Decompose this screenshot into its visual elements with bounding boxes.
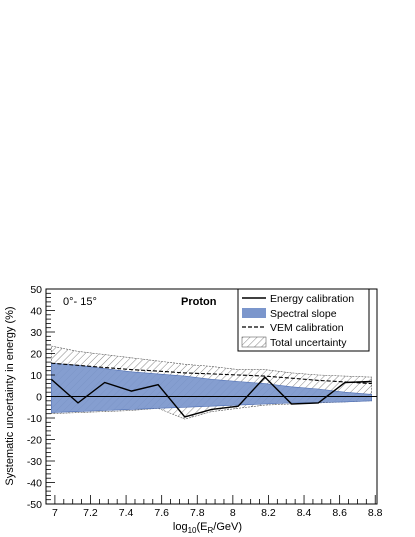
y-tick-label: 50: [30, 284, 42, 296]
angle-annotation: 0°- 15°: [63, 296, 97, 308]
legend-swatch-spectral-slope: [242, 308, 266, 318]
lines-layer: [46, 362, 377, 418]
y-axis: -50 -40 -30 -20 -10 0 10 20 30 40 50: [27, 284, 55, 511]
x-tick-label: 7: [52, 507, 58, 519]
legend-swatch-total-uncertainty: [241, 336, 267, 348]
y-axis-label: Systematic uncertainty in energy (%): [4, 306, 16, 485]
x-tick-label: 7.8: [190, 507, 205, 519]
x-tick-label: 8.4: [297, 507, 312, 519]
y-tick-label: -10: [27, 413, 42, 425]
legend-label-total-uncertainty: Total uncertainty: [270, 337, 347, 349]
y-tick-label: -30: [27, 456, 42, 468]
x-tick-label: 8.2: [261, 507, 276, 519]
x-label-sub1: 10: [188, 526, 197, 535]
x-tick-label: 7.4: [119, 507, 134, 519]
x-tick-label: 7.2: [83, 507, 98, 519]
y-tick-label: 40: [30, 306, 42, 318]
x-tick-label: 8: [230, 507, 236, 519]
x-label-post: /GeV): [213, 521, 242, 533]
y-tick-label: -40: [27, 478, 42, 490]
series-line-energy-calibration: [50, 376, 372, 418]
series-line-vem-calibration: [51, 362, 372, 385]
x-tick-label: 8.6: [332, 507, 347, 519]
x-axis-label: log10(ER/GeV): [173, 521, 242, 535]
y-tick-label: 30: [30, 327, 42, 339]
particle-annotation: Proton: [181, 296, 217, 308]
x-label-pre: log: [173, 521, 188, 533]
x-tick-label: 8.8: [368, 507, 383, 519]
x-label-sub2: R: [207, 526, 213, 535]
y-tick-label: 20: [30, 349, 42, 361]
x-label-mid: (E: [196, 521, 207, 533]
legend: Energy calibration Spectral slope VEM ca…: [237, 288, 370, 352]
bands-layer: [51, 345, 372, 420]
legend-label-energy-calibration: Energy calibration: [270, 293, 354, 305]
series-band-spectral-slope: [51, 362, 372, 413]
y-tick-label: 10: [30, 370, 42, 382]
y-tick-label: -50: [27, 499, 42, 511]
legend-label-spectral-slope: Spectral slope: [270, 308, 337, 320]
y-tick-label: 0: [36, 392, 42, 404]
x-axis: 7 7.2 7.4 7.6 7.8 8 8.2 8.4 8.6 8.8: [45, 495, 383, 519]
x-tick-label: 7.6: [154, 507, 169, 519]
y-tick-label: -20: [27, 435, 42, 447]
legend-label-vem-calibration: VEM calibration: [270, 322, 344, 334]
